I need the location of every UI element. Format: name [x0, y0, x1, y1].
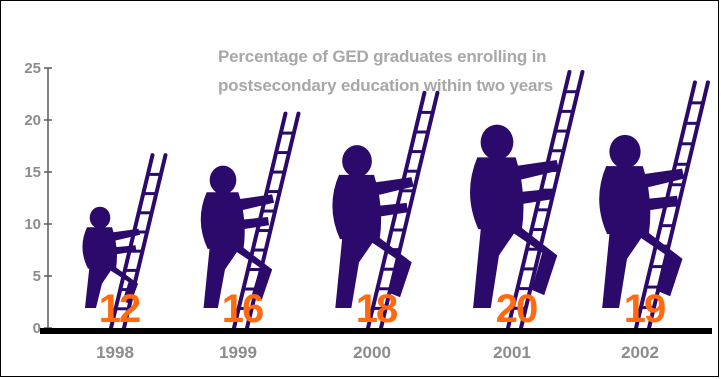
data-label-1998: 12 [99, 287, 140, 331]
climber-leg [473, 227, 519, 308]
data-label-2000: 18 [356, 287, 398, 331]
x-axis: 1998 1999 2000 2001 2002 [40, 328, 712, 362]
y-tick-label: 10 [24, 216, 41, 233]
climber-arm [361, 202, 408, 220]
climber-arm [227, 217, 270, 232]
climber-arm [229, 194, 275, 213]
x-axis-baseline [40, 328, 712, 334]
y-tick-label: 0 [33, 320, 41, 337]
climber-leg [203, 246, 241, 308]
bar-2001: 20 [470, 70, 585, 331]
climber-leg [335, 237, 377, 308]
climber-leg [104, 266, 139, 304]
ladder-rail-right [519, 70, 585, 330]
bar-2000: 18 [332, 90, 440, 331]
climber-head [209, 165, 237, 195]
climber-head [480, 124, 514, 160]
chart-marks: 12 16 18 20 19 [82, 70, 710, 331]
data-label-2001: 20 [496, 287, 537, 331]
chart-title: Percentage of GED graduates enrolling in… [218, 47, 553, 95]
y-tick-label: 20 [24, 112, 41, 129]
climber-head [89, 206, 111, 229]
bar-1999: 16 [200, 111, 301, 331]
climber-arm [104, 245, 137, 256]
bar-1998: 12 [82, 153, 168, 331]
ladder-rail-left [109, 153, 155, 330]
x-tick-label-2000: 2000 [353, 343, 391, 362]
climber-head [342, 145, 372, 178]
data-label-2002: 19 [624, 287, 665, 331]
x-tick-label-2002: 2002 [621, 343, 659, 362]
data-label-1999: 16 [222, 287, 263, 331]
y-axis: 0 5 10 15 20 25 [24, 60, 52, 337]
climber-arm [629, 195, 679, 214]
x-tick-label-2001: 2001 [493, 343, 531, 362]
climber-arm [631, 168, 685, 191]
climber-leg [84, 266, 114, 308]
climber-leg [229, 246, 273, 300]
y-tick-label: 15 [24, 164, 41, 181]
x-tick-label-1999: 1999 [219, 343, 257, 362]
bar-2002: 19 [599, 80, 710, 331]
climber-leg [364, 237, 412, 298]
climber-arm [501, 188, 553, 208]
chart-title-line-1: Percentage of GED graduates enrolling in [218, 47, 546, 66]
climber-head [609, 134, 641, 169]
climber-arm [363, 177, 414, 199]
chart-title-line-2: postsecondary education within two years [218, 76, 553, 95]
climber-arm [106, 228, 141, 243]
y-tick-label: 5 [33, 268, 41, 285]
climber-leg [602, 232, 646, 308]
climber-arm [503, 159, 560, 184]
climber-leg [504, 227, 558, 296]
y-tick-label: 25 [24, 60, 41, 77]
climber-leg [632, 232, 683, 297]
x-tick-label-1998: 1998 [96, 343, 134, 362]
